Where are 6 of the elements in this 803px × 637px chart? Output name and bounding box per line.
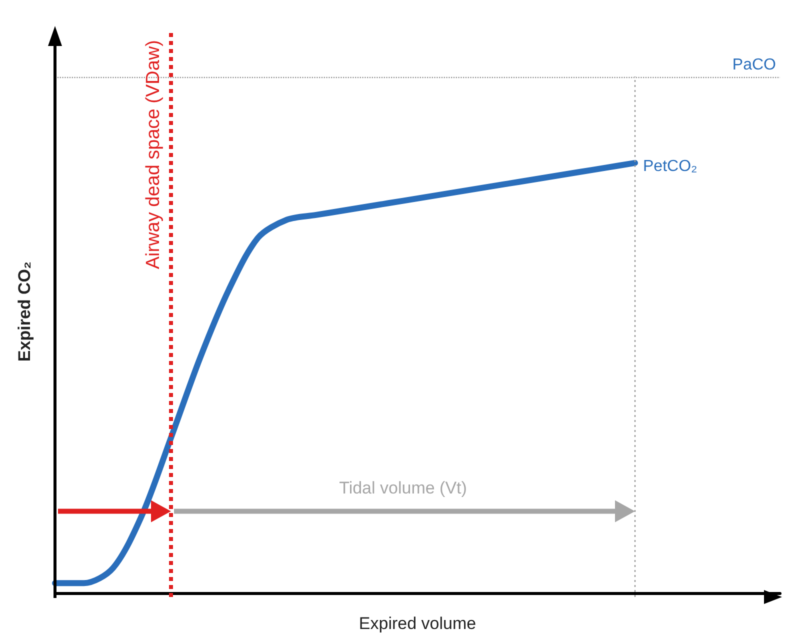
ref-line-label: PaCO [732, 56, 776, 74]
annotation: PetCO₂ [643, 158, 698, 175]
annotation: Airway dead space (VDaw) [143, 40, 164, 270]
x-axis-title: Expired volume [358, 614, 476, 633]
annotation: Tidal volume (Vt) [339, 478, 467, 498]
y-axis-title: Expired CO₂ [15, 261, 34, 362]
